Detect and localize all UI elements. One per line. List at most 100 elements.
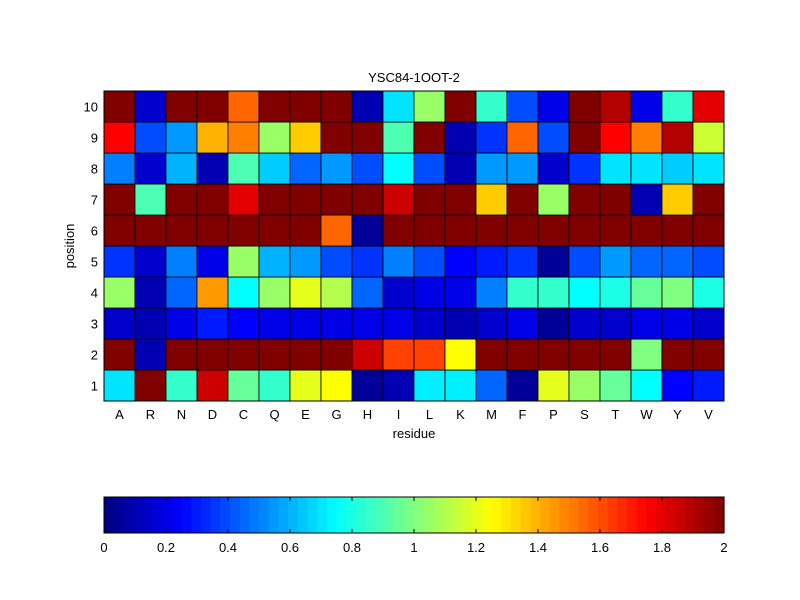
heatmap-cell-R-5 [134,245,167,278]
heatmap-cell-Y-8 [661,152,694,185]
colorbar-segment [142,497,154,533]
heatmap-cell-L-6 [413,214,446,247]
colorbar-segment [530,497,541,533]
heatmap-cell-A-6 [103,214,136,247]
heatmap-cell-D-9 [196,121,229,154]
x-tick-label: C [239,407,248,422]
heatmap-cell-M-6 [475,214,508,247]
heatmap-cell-W-10 [630,90,663,123]
heatmap-cell-R-1 [134,369,167,402]
heatmap-cell-C-10 [227,90,260,123]
colorbar-segment [704,497,715,533]
x-tick-label: T [612,407,620,422]
heatmap-cell-S-3 [568,307,601,340]
heatmap-cell-A-10 [103,90,136,123]
heatmap-cell-R-10 [134,90,167,123]
colorbar-segment [665,497,677,533]
heatmap-cell-D-2 [196,338,229,371]
heatmap-cell-L-7 [413,183,446,216]
y-tick-label: 1 [91,379,98,394]
colorbar-segment [452,497,464,533]
heatmap-cell-S-4 [568,276,601,309]
heatmap-cell-D-4 [196,276,229,309]
x-tick-label: E [301,407,310,422]
heatmap-cell-T-2 [599,338,632,371]
colorbar-segment [656,497,667,533]
colorbar-segment [491,497,502,533]
y-tick-label: 4 [91,286,98,301]
colorbar-segment [646,497,657,533]
heatmap-cell-M-8 [475,152,508,185]
heatmap-cell-C-8 [227,152,260,185]
colorbar-segment [326,497,338,533]
colorbar-segment [123,497,134,533]
heatmap-cell-H-9 [351,121,384,154]
heatmap-cell-I-9 [382,121,415,154]
colorbar-segment [607,497,619,533]
heatmap-cell-F-6 [506,214,539,247]
heatmap-cell-V-9 [692,121,725,154]
colorbar-segment [423,497,434,533]
colorbar-tick-label: 1.6 [591,540,609,555]
heatmap-cell-Y-9 [661,121,694,154]
heatmap-cell-T-3 [599,307,632,340]
x-tick-label: V [704,407,713,422]
heatmap-cell-Y-4 [661,276,694,309]
x-tick-label: P [549,407,558,422]
heatmap-cell-G-2 [320,338,353,371]
heatmap-cell-E-2 [289,338,322,371]
colorbar-segment [539,497,551,533]
heatmap-cell-F-8 [506,152,539,185]
colorbar-segment [414,497,425,533]
colorbar-segment [297,497,309,533]
heatmap-cell-Q-6 [258,214,291,247]
x-tick-label: K [456,407,465,422]
x-tick-label: S [580,407,589,422]
colorbar-segment [355,497,367,533]
x-tick-label: Y [673,407,682,422]
heatmap-cell-T-7 [599,183,632,216]
heatmap-cell-R-7 [134,183,167,216]
heatmap-cell-Q-10 [258,90,291,123]
heatmap-cell-N-7 [165,183,198,216]
heatmap-cell-E-5 [289,245,322,278]
heatmap-cell-E-3 [289,307,322,340]
heatmap-cell-M-7 [475,183,508,216]
heatmap-cell-V-1 [692,369,725,402]
heatmap-cell-A-4 [103,276,136,309]
heatmap-cell-P-9 [537,121,570,154]
heatmap-cell-T-1 [599,369,632,402]
heatmap-cell-E-6 [289,214,322,247]
heatmap-cell-I-2 [382,338,415,371]
heatmap-cell-L-5 [413,245,446,278]
heatmap-cell-A-7 [103,183,136,216]
heatmap-cell-Q-2 [258,338,291,371]
heatmap-cell-R-2 [134,338,167,371]
heatmap-cell-C-4 [227,276,260,309]
heatmap-cell-W-3 [630,307,663,340]
colorbar-segment [472,497,483,533]
heatmap-cell-P-8 [537,152,570,185]
heatmap-cell-N-10 [165,90,198,123]
heatmap-cell-Q-4 [258,276,291,309]
heatmap-cell-P-7 [537,183,570,216]
heatmap-cell-I-5 [382,245,415,278]
colorbar-segment [384,497,396,533]
heatmap-cell-Q-3 [258,307,291,340]
heatmap-cell-W-9 [630,121,663,154]
heatmap-cell-L-9 [413,121,446,154]
heatmap-cell-C-9 [227,121,260,154]
heatmap-cell-T-5 [599,245,632,278]
heatmap-cell-W-2 [630,338,663,371]
heatmap-cell-E-10 [289,90,322,123]
colorbar-segment [346,497,357,533]
heatmap-cell-C-3 [227,307,260,340]
heatmap-cell-N-6 [165,214,198,247]
heatmap-cell-V-5 [692,245,725,278]
heatmap-cell-E-8 [289,152,322,185]
heatmap-cell-L-3 [413,307,446,340]
heatmap-cell-F-4 [506,276,539,309]
x-tick-label: D [208,407,217,422]
y-tick-label: 3 [91,317,98,332]
